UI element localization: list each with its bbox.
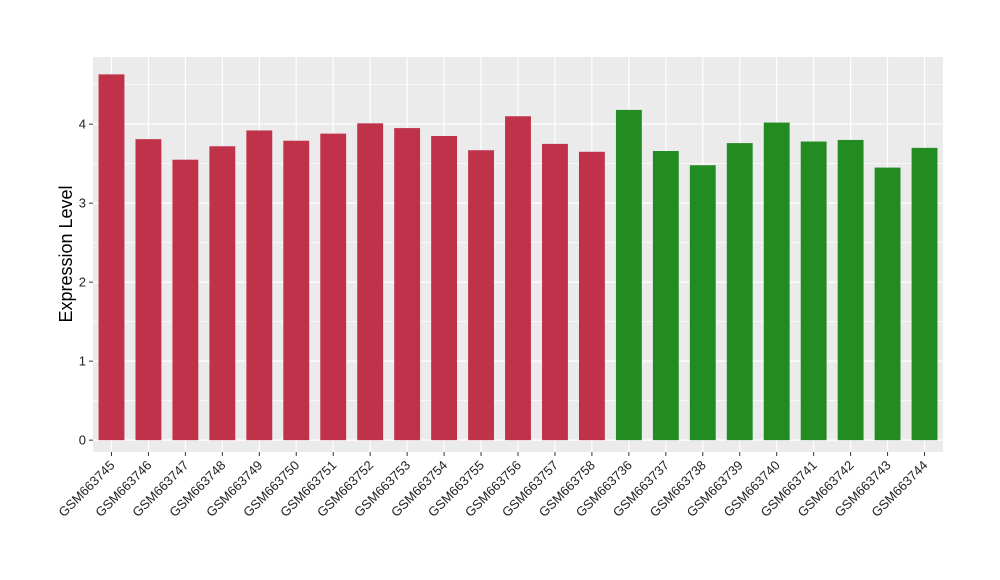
- bar-gsm663752: [357, 123, 384, 441]
- bar-gsm663742: [837, 139, 864, 441]
- y-tick-label: 0: [79, 433, 86, 448]
- bar-gsm663753: [394, 128, 421, 441]
- bar-gsm663745: [98, 74, 125, 441]
- x-axis-ticks: GSM663745GSM663746GSM663747GSM663748GSM6…: [55, 452, 931, 520]
- bar-gsm663750: [283, 140, 310, 441]
- bar-gsm663746: [135, 139, 162, 441]
- bars-group: [98, 74, 938, 441]
- bar-gsm663741: [800, 141, 827, 441]
- bar-gsm663740: [763, 122, 790, 441]
- bar-gsm663738: [689, 165, 716, 441]
- bar-gsm663754: [431, 136, 458, 441]
- y-tick-label: 3: [79, 196, 86, 211]
- y-tick-label: 2: [79, 275, 86, 290]
- y-axis-ticks: 0 1 2 3 4: [79, 117, 93, 448]
- y-tick-label: 4: [79, 117, 86, 132]
- bar-gsm663747: [172, 159, 199, 441]
- y-axis-title: Expression Level: [56, 185, 76, 322]
- bar-gsm663751: [320, 133, 347, 441]
- bar-gsm663743: [874, 167, 901, 441]
- bar-gsm663749: [246, 130, 273, 441]
- bar-gsm663758: [578, 151, 605, 441]
- bar-gsm663757: [542, 143, 568, 441]
- bar-gsm663755: [468, 150, 494, 441]
- bar-gsm663736: [615, 109, 642, 441]
- bar-gsm663739: [726, 143, 753, 441]
- bar-gsm663748: [209, 146, 236, 441]
- y-tick-label: 1: [79, 354, 86, 369]
- bar-gsm663756: [505, 116, 531, 441]
- bar-gsm663744: [911, 147, 938, 441]
- bar-gsm663737: [652, 151, 679, 441]
